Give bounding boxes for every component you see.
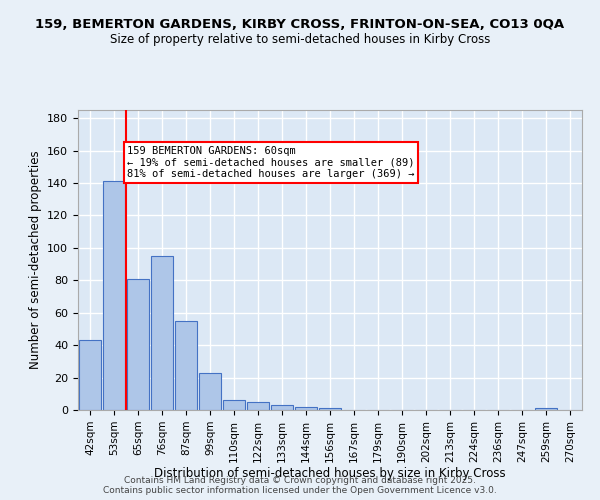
X-axis label: Distribution of semi-detached houses by size in Kirby Cross: Distribution of semi-detached houses by …	[154, 468, 506, 480]
Bar	[103, 182, 125, 410]
Text: Size of property relative to semi-detached houses in Kirby Cross: Size of property relative to semi-detach…	[110, 32, 490, 46]
Bar	[319, 408, 341, 410]
Text: 159 BEMERTON GARDENS: 60sqm
← 19% of semi-detached houses are smaller (89)
81% o: 159 BEMERTON GARDENS: 60sqm ← 19% of sem…	[127, 146, 415, 179]
Bar	[535, 408, 557, 410]
Bar	[295, 407, 317, 410]
Text: 159, BEMERTON GARDENS, KIRBY CROSS, FRINTON-ON-SEA, CO13 0QA: 159, BEMERTON GARDENS, KIRBY CROSS, FRIN…	[35, 18, 565, 30]
Bar	[199, 372, 221, 410]
Text: Contains HM Land Registry data © Crown copyright and database right 2025.
Contai: Contains HM Land Registry data © Crown c…	[103, 476, 497, 495]
Bar	[271, 405, 293, 410]
Y-axis label: Number of semi-detached properties: Number of semi-detached properties	[29, 150, 41, 370]
Bar	[127, 278, 149, 410]
Bar	[79, 340, 101, 410]
Bar	[223, 400, 245, 410]
Bar	[247, 402, 269, 410]
Bar	[151, 256, 173, 410]
Bar	[175, 321, 197, 410]
